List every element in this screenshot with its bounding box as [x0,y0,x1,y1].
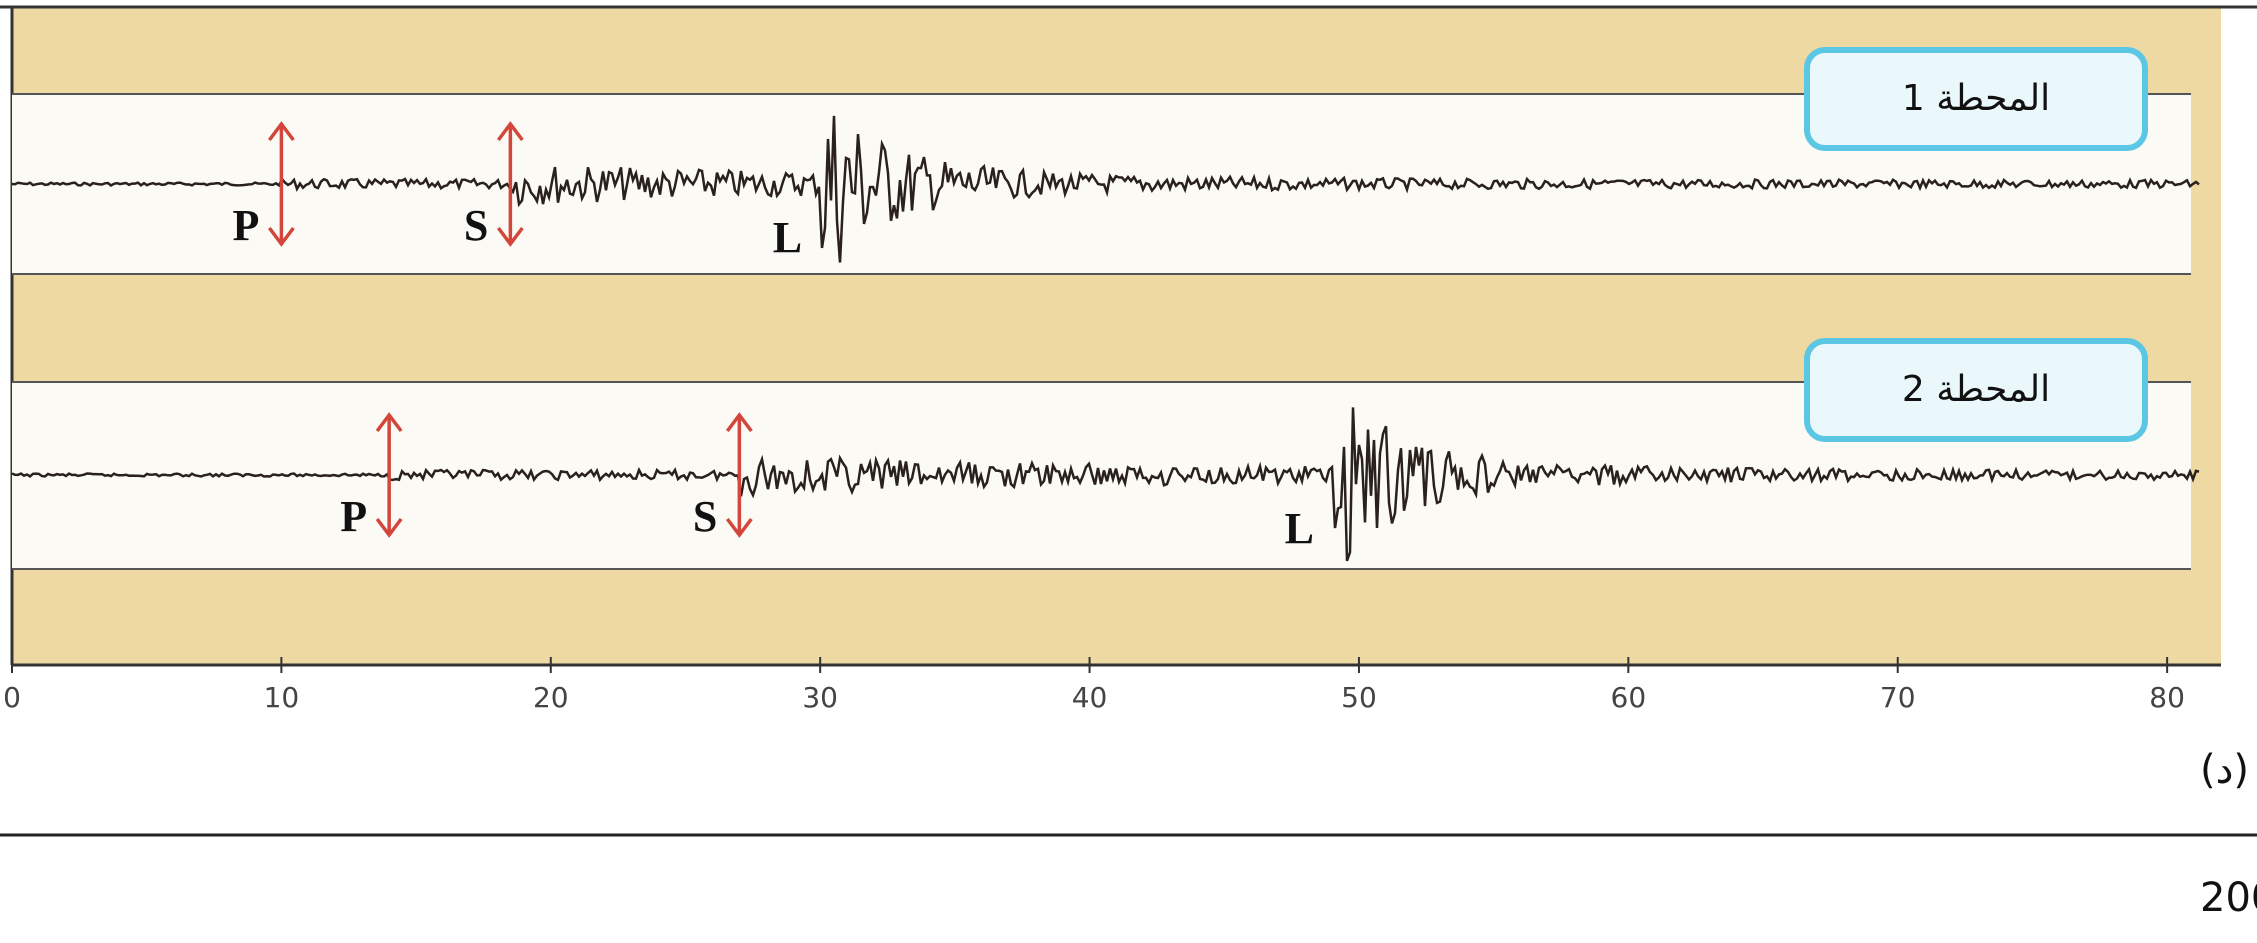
station-box [1804,338,2148,442]
trace [11,115,2200,263]
x-tick-label: 0 [3,681,21,714]
phase-label: P [232,201,259,250]
x-tick-label: 60 [1611,681,1647,714]
arrow-head [725,412,753,538]
phase-label: L [1285,504,1314,553]
x-tick-label: 50 [1341,681,1377,714]
caption: لوثيقة 4 : تسجلين لهزة أرضية وقعت بالمحي… [2200,871,2257,921]
x-tick-label: 40 [1072,681,1108,714]
x-tick-label: 80 [2149,681,2185,714]
phase-label: L [773,213,802,262]
station-box [1804,47,2148,151]
x-tick-label: 10 [264,681,300,714]
phase-label: S [464,201,488,250]
phase-label: S [693,492,717,541]
station-name: المحطة 1 [1902,78,2050,119]
station-name: المحطة 2 [1902,369,2050,410]
x-tick-label: 20 [533,681,569,714]
arrow-head [496,121,524,247]
arrow-head [267,121,295,247]
x-tick-label: 30 [802,681,838,714]
x-tick-label: 70 [1880,681,1916,714]
phase-label: P [340,492,367,541]
trace [11,407,2200,562]
arrow-head [375,412,403,538]
x-axis-label: لزمن (د) [2200,747,2257,793]
